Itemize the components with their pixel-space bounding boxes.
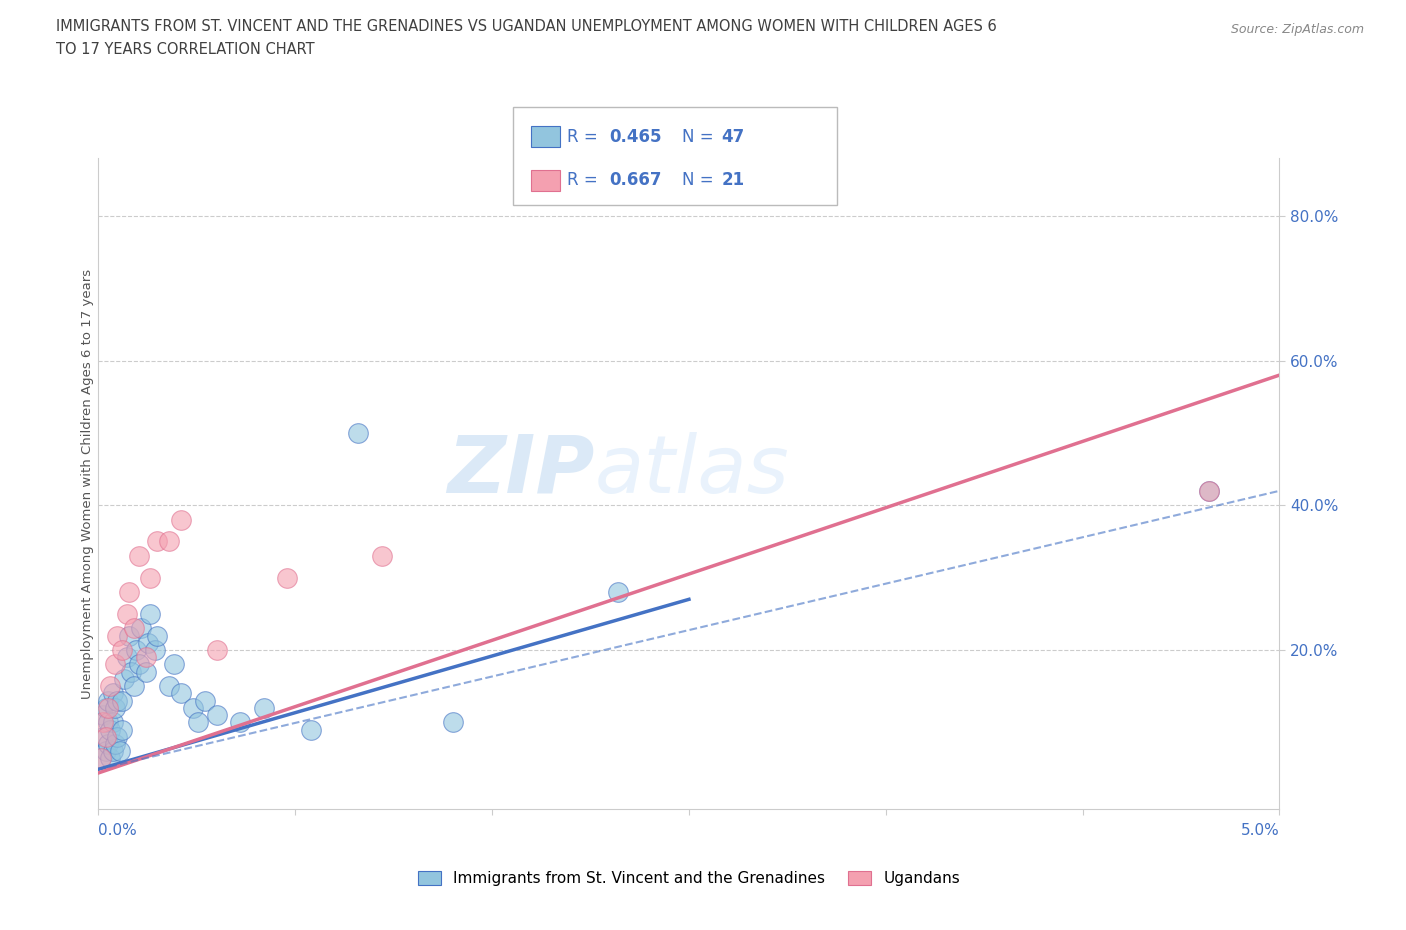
Point: [139, 570, 162, 585]
Point: [91, 715, 114, 730]
Point: [170, 512, 193, 527]
Point: [253, 700, 276, 715]
Point: [143, 643, 166, 658]
Text: 5.0%: 5.0%: [1240, 823, 1279, 838]
Point: [104, 737, 127, 751]
Point: [101, 686, 124, 701]
Point: [94, 744, 117, 759]
Point: [371, 549, 394, 564]
Point: [157, 534, 180, 549]
Point: [104, 657, 127, 671]
Point: [118, 585, 141, 600]
Point: [91, 729, 114, 744]
Point: [1198, 484, 1220, 498]
Point: [121, 664, 143, 679]
Text: R =: R =: [567, 127, 603, 146]
Point: [136, 635, 159, 650]
Point: [157, 679, 180, 694]
Text: N =: N =: [682, 127, 718, 146]
Point: [128, 549, 150, 564]
Point: [111, 693, 134, 708]
Text: 0.0%: 0.0%: [98, 823, 138, 838]
Point: [98, 722, 121, 737]
Point: [94, 700, 117, 715]
Point: [112, 671, 135, 686]
Legend: Immigrants from St. Vincent and the Grenadines, Ugandans: Immigrants from St. Vincent and the Gren…: [412, 865, 966, 893]
Point: [139, 606, 162, 621]
Text: atlas: atlas: [595, 432, 789, 510]
Point: [97, 700, 120, 715]
Point: [98, 679, 121, 694]
Point: [115, 606, 138, 621]
Point: [97, 715, 120, 730]
Point: [97, 737, 120, 751]
Point: [187, 715, 209, 730]
Text: 0.465: 0.465: [609, 127, 661, 146]
Point: [101, 744, 124, 759]
Point: [122, 679, 145, 694]
Point: [118, 628, 141, 643]
Point: [105, 729, 128, 744]
Point: [299, 722, 322, 737]
Point: [98, 751, 121, 766]
Point: [135, 664, 157, 679]
Point: [101, 715, 124, 730]
Point: [205, 643, 228, 658]
Point: [128, 657, 150, 671]
Text: 21: 21: [721, 171, 744, 190]
Text: Source: ZipAtlas.com: Source: ZipAtlas.com: [1230, 23, 1364, 36]
Point: [170, 686, 193, 701]
Point: [129, 621, 152, 636]
Point: [122, 621, 145, 636]
Point: [125, 643, 148, 658]
Text: TO 17 YEARS CORRELATION CHART: TO 17 YEARS CORRELATION CHART: [56, 42, 315, 57]
Point: [111, 643, 134, 658]
Point: [194, 693, 217, 708]
Point: [90, 751, 112, 766]
Text: 0.667: 0.667: [609, 171, 661, 190]
Point: [181, 700, 204, 715]
Point: [105, 693, 128, 708]
Y-axis label: Unemployment Among Women with Children Ages 6 to 17 years: Unemployment Among Women with Children A…: [80, 269, 94, 698]
Text: N =: N =: [682, 171, 718, 190]
Point: [163, 657, 186, 671]
Point: [104, 700, 127, 715]
Text: 47: 47: [721, 127, 745, 146]
Point: [205, 708, 228, 723]
Point: [441, 715, 464, 730]
Text: IMMIGRANTS FROM ST. VINCENT AND THE GRENADINES VS UGANDAN UNEMPLOYMENT AMONG WOM: IMMIGRANTS FROM ST. VINCENT AND THE GREN…: [56, 19, 997, 33]
Point: [146, 534, 169, 549]
Point: [94, 729, 117, 744]
Text: ZIP: ZIP: [447, 432, 595, 510]
Point: [1198, 484, 1220, 498]
Point: [276, 570, 298, 585]
Point: [146, 628, 169, 643]
Point: [347, 426, 370, 441]
Point: [97, 693, 120, 708]
Point: [607, 585, 630, 600]
Text: R =: R =: [567, 171, 603, 190]
Point: [108, 744, 131, 759]
Point: [111, 722, 134, 737]
Point: [91, 708, 114, 723]
Point: [115, 650, 138, 665]
Point: [229, 715, 252, 730]
Point: [135, 650, 157, 665]
Point: [90, 751, 112, 766]
Point: [105, 628, 128, 643]
